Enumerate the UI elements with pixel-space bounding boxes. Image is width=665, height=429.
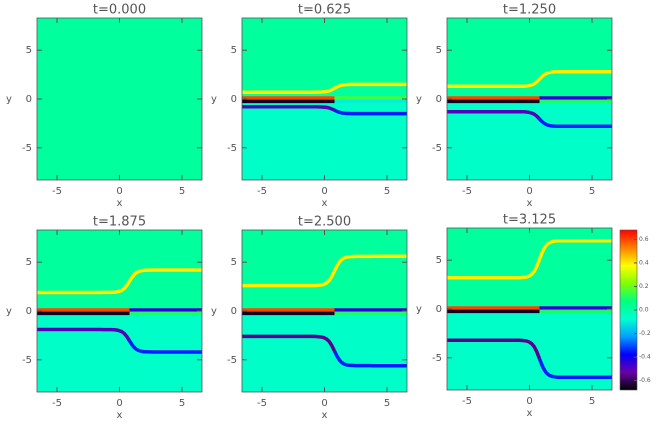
y-tick-label: -5 bbox=[227, 355, 237, 366]
panel bbox=[37, 18, 202, 180]
x-axis-label: x bbox=[527, 408, 533, 419]
panel bbox=[242, 230, 407, 392]
x-tick-label: -5 bbox=[462, 396, 472, 407]
y-axis-label: y bbox=[416, 304, 422, 315]
y-axis-label: y bbox=[211, 306, 217, 317]
front-left bbox=[447, 258, 542, 280]
y-tick-label: 5 bbox=[231, 45, 237, 56]
x-tick-label: 0 bbox=[321, 398, 327, 409]
front-left bbox=[447, 338, 542, 360]
y-axis-label: y bbox=[211, 94, 217, 105]
x-tick-label: 0 bbox=[321, 186, 327, 197]
y-tick-label: -5 bbox=[432, 143, 442, 154]
colorbar-tick-label: 0.0 bbox=[639, 307, 649, 314]
panel-title: t=0.625 bbox=[298, 3, 351, 18]
front-right bbox=[538, 117, 612, 129]
panel-title: t=2.500 bbox=[298, 215, 351, 230]
panel-title: t=1.875 bbox=[93, 215, 146, 230]
front-right bbox=[128, 268, 202, 283]
front-right bbox=[538, 69, 612, 81]
panel-title: t=1.250 bbox=[503, 3, 556, 18]
y-tick-label: -5 bbox=[227, 143, 237, 154]
y-tick-label: 0 bbox=[231, 94, 237, 105]
front-left bbox=[447, 109, 541, 121]
panel bbox=[447, 228, 612, 390]
y-tick-label: 5 bbox=[231, 257, 237, 268]
y-tick-label: 0 bbox=[231, 306, 237, 317]
front-left bbox=[242, 105, 336, 112]
x-tick-label: -5 bbox=[52, 398, 62, 409]
panel bbox=[242, 18, 407, 180]
front-left bbox=[242, 270, 337, 288]
front-left bbox=[37, 327, 131, 342]
y-tick-label: 5 bbox=[436, 45, 442, 56]
x-tick-label: 5 bbox=[384, 398, 390, 409]
y-axis-label: y bbox=[6, 94, 12, 105]
y-tick-label: 5 bbox=[26, 45, 32, 56]
y-tick-label: 5 bbox=[436, 255, 442, 266]
front-left bbox=[447, 77, 541, 89]
x-tick-label: 5 bbox=[179, 186, 185, 197]
x-tick-label: -5 bbox=[52, 186, 62, 197]
y-axis-label: y bbox=[416, 94, 422, 105]
front-left bbox=[242, 86, 336, 94]
x-tick-label: 5 bbox=[179, 398, 185, 409]
x-tick-label: 5 bbox=[589, 396, 595, 407]
x-tick-label: 0 bbox=[116, 398, 122, 409]
x-tick-label: 0 bbox=[116, 186, 122, 197]
y-tick-label: 0 bbox=[436, 94, 442, 105]
lower-region bbox=[242, 99, 407, 180]
front-right bbox=[128, 339, 202, 354]
front-right bbox=[537, 238, 612, 260]
y-tick-label: -5 bbox=[22, 355, 32, 366]
colorbar-tick-label: 0.6 bbox=[639, 236, 649, 243]
colorbar-tick-label: 0.4 bbox=[639, 259, 649, 266]
x-axis-label: x bbox=[322, 410, 328, 421]
x-axis-label: x bbox=[527, 198, 533, 209]
x-axis-label: x bbox=[117, 198, 123, 209]
panel-title: t=3.125 bbox=[503, 213, 556, 228]
x-tick-label: 0 bbox=[526, 186, 532, 197]
front-right bbox=[537, 358, 612, 380]
panel-title: t=0.000 bbox=[93, 3, 146, 18]
colorbar-tick-label: -0.2 bbox=[639, 330, 651, 337]
y-axis-label: y bbox=[6, 306, 12, 317]
y-tick-label: 0 bbox=[26, 306, 32, 317]
panel bbox=[447, 18, 612, 180]
y-tick-label: 0 bbox=[436, 304, 442, 315]
colorbar-tick-label: -0.6 bbox=[639, 377, 651, 384]
front-right bbox=[332, 254, 407, 272]
front-right bbox=[332, 350, 407, 368]
x-axis-label: x bbox=[322, 198, 328, 209]
colorbar-tick-label: 0.2 bbox=[639, 283, 649, 290]
front-right bbox=[333, 108, 407, 116]
x-tick-label: -5 bbox=[257, 398, 267, 409]
lower-region bbox=[37, 99, 202, 180]
front-right bbox=[333, 82, 407, 90]
y-tick-label: -5 bbox=[432, 353, 442, 364]
x-axis-label: x bbox=[117, 410, 123, 421]
y-tick-label: -5 bbox=[22, 143, 32, 154]
x-tick-label: 5 bbox=[384, 186, 390, 197]
x-tick-label: 0 bbox=[526, 396, 532, 407]
x-tick-label: -5 bbox=[462, 186, 472, 197]
colorbar-tick-label: -0.4 bbox=[639, 354, 651, 361]
y-tick-label: 5 bbox=[26, 257, 32, 268]
x-tick-label: -5 bbox=[257, 186, 267, 197]
panel bbox=[37, 230, 202, 392]
y-tick-label: 0 bbox=[26, 94, 32, 105]
x-tick-label: 5 bbox=[589, 186, 595, 197]
lower-region bbox=[242, 311, 407, 392]
front-left bbox=[37, 280, 131, 295]
front-left bbox=[242, 334, 337, 352]
